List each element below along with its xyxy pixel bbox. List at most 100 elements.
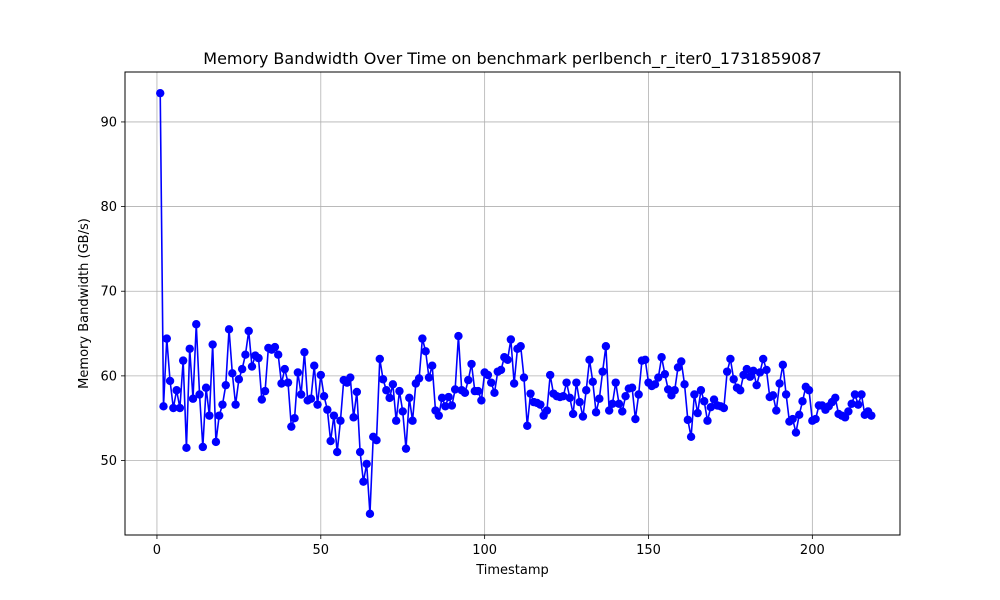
- data-point: [788, 414, 797, 424]
- data-point: [726, 354, 735, 364]
- data-point: [352, 387, 362, 397]
- data-point: [198, 442, 208, 452]
- data-point: [359, 477, 368, 486]
- data-point: [604, 406, 614, 415]
- data-point: [572, 378, 581, 387]
- data-point: [804, 386, 814, 395]
- data-point: [588, 377, 597, 386]
- data-point: [690, 390, 699, 399]
- data-point: [473, 386, 483, 396]
- axis-ticks: 0 50 100 150 200 50 60 70 80 90: [100, 115, 824, 558]
- data-point: [700, 397, 709, 406]
- data-point: [536, 400, 545, 409]
- data-point: [257, 395, 267, 404]
- data-point: [683, 415, 693, 425]
- data-point: [254, 353, 263, 363]
- data-point: [274, 350, 283, 359]
- data-point: [192, 320, 201, 329]
- data-point: [523, 421, 532, 431]
- data-point: [326, 436, 335, 446]
- data-point: [460, 388, 470, 397]
- data-point: [545, 370, 555, 380]
- data-point: [306, 394, 316, 403]
- data-point: [696, 386, 706, 395]
- data-point: [300, 347, 309, 357]
- data-point: [752, 380, 761, 390]
- data-point: [844, 407, 853, 416]
- data-point: [231, 400, 240, 409]
- data-point: [185, 344, 194, 353]
- data-point: [519, 373, 529, 382]
- data-point: [424, 373, 434, 382]
- data-point: [388, 380, 398, 389]
- y-tick-label: 50: [100, 454, 117, 469]
- data-point: [382, 386, 391, 395]
- data-point: [811, 414, 820, 424]
- data-point: [509, 379, 519, 388]
- data-point: [831, 393, 840, 403]
- data-point: [595, 394, 604, 403]
- data-point: [650, 380, 660, 389]
- data-point: [660, 369, 670, 379]
- data-point: [428, 361, 437, 370]
- data-point: [290, 413, 299, 423]
- data-point: [680, 380, 689, 389]
- data-point: [277, 379, 286, 388]
- data-point: [722, 367, 732, 376]
- data-point: [850, 390, 860, 399]
- data-point: [346, 373, 355, 382]
- data-point: [323, 405, 332, 414]
- data-point: [395, 386, 404, 396]
- data-point: [172, 386, 181, 395]
- data-point: [467, 359, 476, 369]
- data-point: [188, 394, 198, 403]
- data-point: [437, 393, 447, 403]
- data-point: [398, 407, 407, 416]
- data-point: [598, 367, 607, 376]
- data-point: [627, 383, 637, 392]
- data-point: [329, 411, 339, 420]
- data-point: [516, 342, 525, 351]
- data-point: [175, 403, 185, 413]
- data-point: [401, 444, 411, 453]
- data-point: [496, 365, 506, 375]
- data-point: [477, 396, 486, 405]
- data-point: [729, 375, 738, 384]
- data-point: [159, 402, 168, 411]
- data-point: [244, 326, 253, 336]
- data-point: [162, 334, 171, 343]
- data-point: [781, 390, 791, 399]
- data-point: [391, 416, 401, 425]
- data-point: [332, 447, 342, 457]
- data-point: [450, 385, 460, 394]
- data-point: [775, 379, 784, 388]
- data-point: [310, 361, 319, 370]
- data-point: [706, 402, 715, 412]
- x-tick-label: 0: [153, 543, 161, 558]
- data-point: [156, 88, 165, 98]
- data-point: [772, 406, 781, 415]
- data-point: [778, 360, 788, 370]
- data-point: [362, 459, 371, 469]
- data-point: [195, 390, 204, 399]
- data-point: [768, 391, 778, 400]
- data-point: [506, 335, 516, 344]
- y-tick-label: 60: [100, 369, 117, 384]
- data-point: [336, 416, 345, 425]
- data-point: [372, 436, 381, 445]
- data-point: [313, 400, 322, 409]
- data-point: [641, 355, 650, 364]
- data-point: [375, 354, 384, 364]
- data-point: [218, 400, 227, 409]
- x-tick-label: 50: [313, 543, 330, 558]
- data-point: [237, 364, 247, 374]
- data-point: [378, 375, 388, 384]
- x-tick-label: 150: [636, 543, 661, 558]
- data-point: [414, 374, 424, 383]
- data-point: [296, 390, 306, 399]
- data-point: [631, 414, 640, 424]
- data-point: [686, 432, 696, 442]
- data-point: [798, 397, 807, 406]
